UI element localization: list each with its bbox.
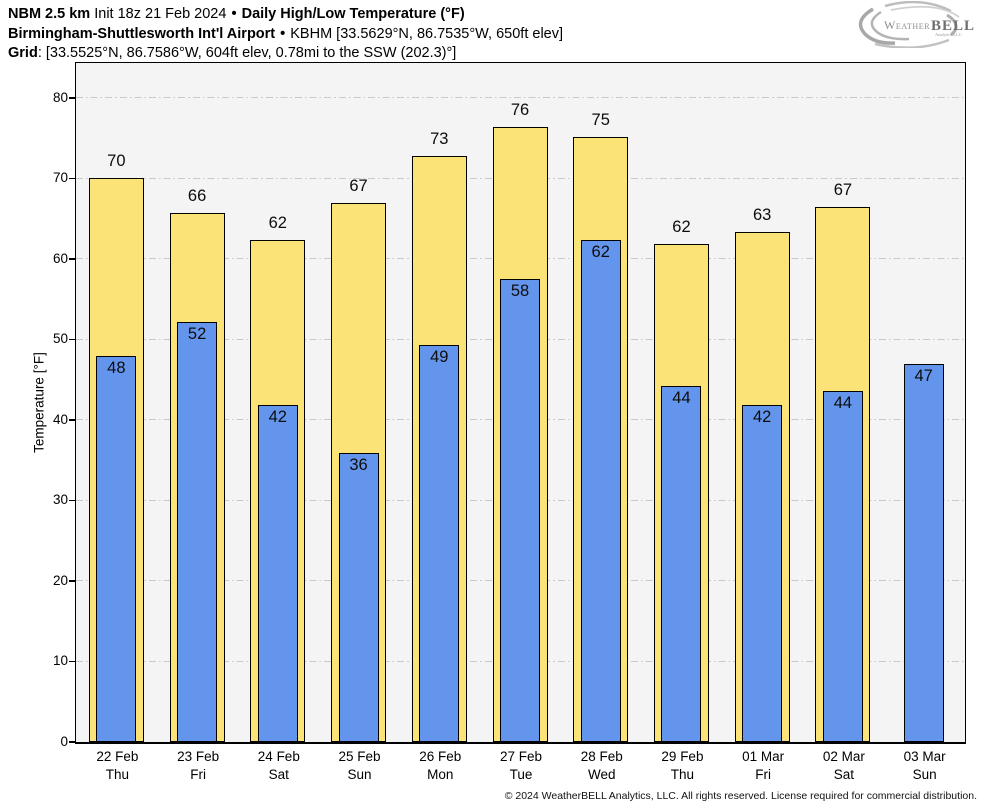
y-tick-label-0: 0 [60, 734, 68, 749]
low-value-label: 44 [833, 393, 853, 412]
high-value-label: 73 [430, 129, 449, 148]
low-bar-28-Feb [580, 240, 621, 742]
high-value-label: 67 [833, 180, 853, 199]
low-bar-24-Feb [257, 405, 298, 742]
low-value-label: 58 [510, 281, 530, 300]
low-value-label: 62 [591, 243, 610, 262]
x-label-day-5: Tue [509, 767, 533, 782]
high-value-label: 62 [672, 218, 691, 237]
copyright-notice: © 2024 WeatherBELL Analytics, LLC. All r… [504, 790, 977, 802]
x-label-day-8: Fri [755, 767, 772, 782]
low-value-label: 44 [672, 389, 691, 408]
low-bar-03-Mar [903, 364, 944, 742]
separator-dot: • [231, 6, 237, 22]
y-tick-mark-50 [69, 338, 75, 341]
x-label-date-2: 24 Feb [257, 749, 300, 764]
y-tick-label-80: 80 [52, 89, 68, 105]
high-value-label: 75 [591, 111, 610, 130]
x-label-day-1: Fri [190, 767, 206, 782]
y-tick-label-40: 40 [52, 411, 68, 427]
x-label-day-0: Thu [105, 767, 129, 782]
plot-area: 70 48 66 52 62 42 67 36 73 49 76 58 75 62 62 44 63 42 67 44… [75, 62, 966, 744]
low-value-label: 49 [430, 348, 449, 367]
y-tick-mark-10 [69, 660, 75, 663]
grid-details: : [33.5525°N, 86.7586°W, 604ft elev, 0.7… [37, 45, 457, 61]
init-time: Init 18z 21 Feb 2024 [94, 6, 227, 22]
y-tick-mark-0 [69, 741, 75, 743]
low-bar-23-Feb [177, 321, 218, 742]
logo-text-bell: BELL [931, 18, 975, 34]
x-axis-labels: 22 Feb Thu 23 Feb Fri 24 Feb Sat 25 Feb Sun 26 F… [77, 748, 965, 788]
y-tick-mark-20 [69, 580, 75, 582]
low-value-label: 36 [349, 455, 368, 474]
low-bar-26-Feb [419, 345, 460, 742]
y-tick-label-50: 50 [52, 331, 68, 347]
low-value-label: 42 [752, 407, 772, 426]
low-bar-27-Feb [500, 279, 540, 742]
y-tick-label-60: 60 [52, 250, 68, 266]
y-tick-label-20: 20 [52, 572, 68, 588]
weatherbell-logo: Weather BELL Analytics LLC [858, 1, 975, 48]
low-bar-02-Mar [822, 390, 863, 742]
x-label-day-10: Sun [912, 767, 937, 782]
model-name: NBM 2.5 km [8, 6, 91, 22]
low-value-label: 52 [187, 324, 207, 343]
logo-subtext: Analytics LLC [935, 32, 962, 37]
x-label-date-9: 02 Mar [822, 749, 865, 764]
separator-dot: • [280, 25, 286, 42]
logo-text-weather: Weather [884, 18, 930, 32]
x-label-day-3: Sun [347, 767, 372, 782]
y-tick-label-10: 10 [52, 653, 68, 669]
hurricane-swirl-icon [858, 1, 960, 48]
station-name: Birmingham-Shuttlesworth Int'l Airport [8, 25, 276, 42]
chart-header: NBM 2.5 km Init 18z 21 Feb 2024 • Daily … [8, 5, 563, 64]
low-value-label: 42 [268, 408, 287, 427]
x-label-date-3: 25 Feb [338, 749, 381, 764]
product-title: Daily High/Low Temperature (°F) [241, 6, 465, 22]
x-label-date-8: 01 Mar [742, 749, 785, 764]
low-value-label: 48 [107, 359, 126, 378]
low-bar-22-Feb [96, 356, 137, 742]
header-line-1: NBM 2.5 km Init 18z 21 Feb 2024 • Daily … [8, 5, 563, 25]
y-tick-label-70: 70 [52, 170, 68, 186]
y-tick-mark-40 [69, 419, 75, 421]
low-bar-01-Mar [742, 404, 783, 742]
low-bar-29-Feb [661, 386, 702, 742]
x-label-date-4: 26 Feb [419, 749, 462, 764]
high-value-label: 62 [268, 214, 287, 233]
x-label-date-10: 03 Mar [903, 749, 946, 764]
high-value-label: 67 [349, 177, 368, 196]
y-tick-mark-60 [69, 258, 75, 260]
header-line-3: Grid: [33.5525°N, 86.7586°W, 604ft elev,… [8, 44, 563, 64]
station-details: KBHM [33.5629°N, 86.7535°W, 650ft elev] [290, 25, 564, 42]
x-label-day-7: Thu [670, 767, 695, 782]
x-label-day-6: Wed [587, 767, 616, 782]
y-axis-title: Temperature [°F] [31, 352, 47, 453]
y-tick-label-30: 30 [52, 492, 68, 508]
x-label-day-4: Mon [427, 767, 454, 782]
low-value-label: 47 [914, 367, 933, 386]
x-label-date-6: 28 Feb [580, 749, 623, 764]
grid-label: Grid [8, 45, 38, 61]
x-label-day-2: Sat [268, 767, 289, 782]
high-value-label: 66 [187, 186, 207, 205]
high-value-label: 76 [510, 100, 530, 119]
high-value-label: 70 [107, 151, 126, 170]
x-label-date-0: 22 Feb [96, 749, 139, 764]
header-line-2: Birmingham-Shuttlesworth Int'l Airport •… [8, 25, 563, 45]
x-label-date-1: 23 Feb [177, 749, 220, 764]
y-tick-mark-70 [69, 177, 75, 180]
y-tick-mark-80 [69, 97, 75, 99]
x-label-date-7: 29 Feb [661, 749, 704, 764]
low-bar-25-Feb [338, 452, 379, 742]
y-tick-mark-30 [69, 499, 75, 502]
high-value-label: 63 [752, 206, 772, 225]
gridline-80 [76, 97, 965, 99]
x-label-date-5: 27 Feb [499, 749, 542, 764]
x-label-day-9: Sat [833, 767, 855, 782]
